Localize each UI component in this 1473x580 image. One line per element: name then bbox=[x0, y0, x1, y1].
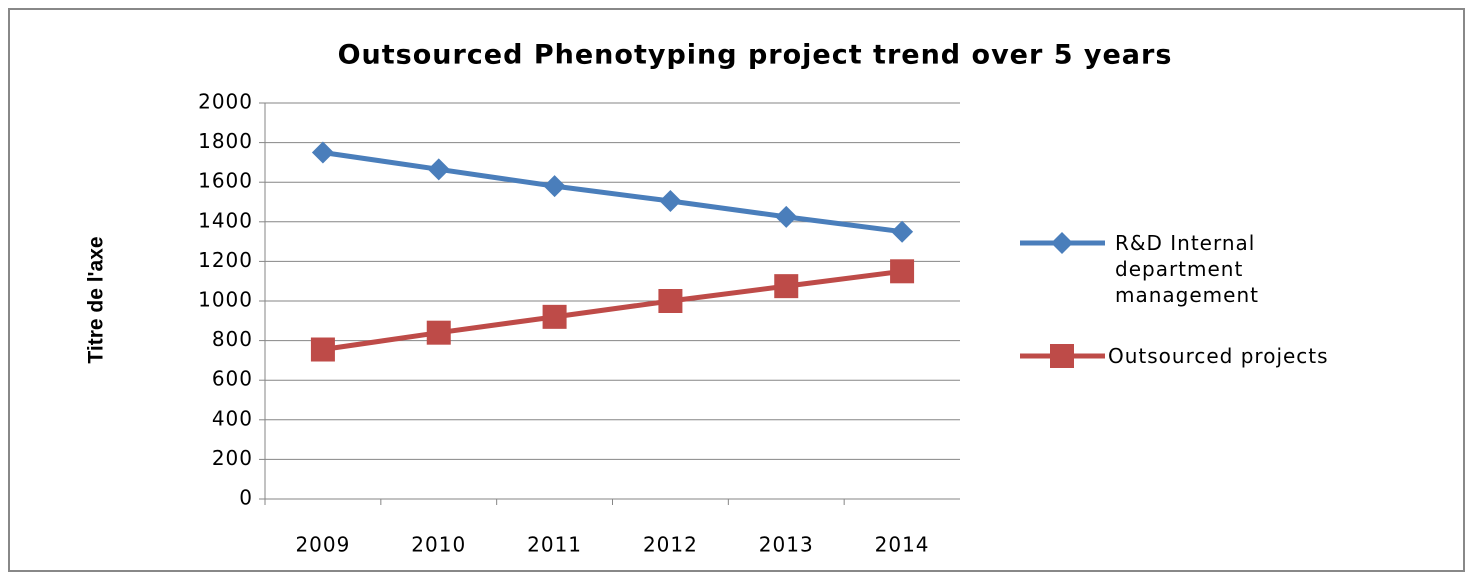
y-tick-label: 1200 bbox=[198, 248, 253, 272]
legend-marker bbox=[1050, 344, 1074, 368]
data-point bbox=[774, 274, 799, 299]
y-tick-label: 1000 bbox=[198, 288, 253, 312]
data-point bbox=[659, 190, 682, 213]
data-point bbox=[890, 259, 915, 284]
data-point bbox=[310, 337, 335, 362]
data-point bbox=[426, 320, 451, 345]
x-tick-label: 2012 bbox=[643, 533, 698, 557]
x-tick-label: 2014 bbox=[875, 533, 930, 557]
y-tick-label: 1800 bbox=[198, 129, 253, 153]
y-tick-label: 200 bbox=[212, 446, 253, 470]
y-tick-label: 400 bbox=[212, 406, 253, 430]
y-tick-label: 1400 bbox=[198, 208, 253, 232]
x-tick-label: 2013 bbox=[759, 533, 814, 557]
data-point bbox=[891, 220, 914, 243]
series-line bbox=[322, 268, 903, 352]
y-tick-label: 2000 bbox=[198, 90, 253, 114]
data-point bbox=[427, 158, 450, 181]
legend-label: R&D Internal department management bbox=[1115, 231, 1259, 307]
data-point bbox=[543, 175, 566, 198]
x-tick-label: 2011 bbox=[527, 533, 582, 557]
chart-title: Outsourced Phenotyping project trend ove… bbox=[338, 40, 1173, 71]
x-tick-label: 2009 bbox=[295, 533, 350, 557]
data-point bbox=[542, 304, 567, 329]
data-point bbox=[311, 141, 334, 164]
legend-marker bbox=[1051, 232, 1073, 254]
y-tick-label: 1600 bbox=[198, 169, 253, 193]
y-tick-label: 0 bbox=[239, 486, 253, 510]
x-tick-label: 2010 bbox=[411, 533, 466, 557]
data-point bbox=[658, 289, 683, 313]
series-line bbox=[322, 150, 903, 235]
data-point bbox=[775, 205, 798, 228]
y-axis-title: Titre de l'axe bbox=[85, 236, 108, 363]
y-tick-label: 800 bbox=[212, 327, 253, 351]
y-tick-label: 600 bbox=[212, 367, 253, 391]
legend-label: Outsourced projects bbox=[1108, 344, 1329, 368]
